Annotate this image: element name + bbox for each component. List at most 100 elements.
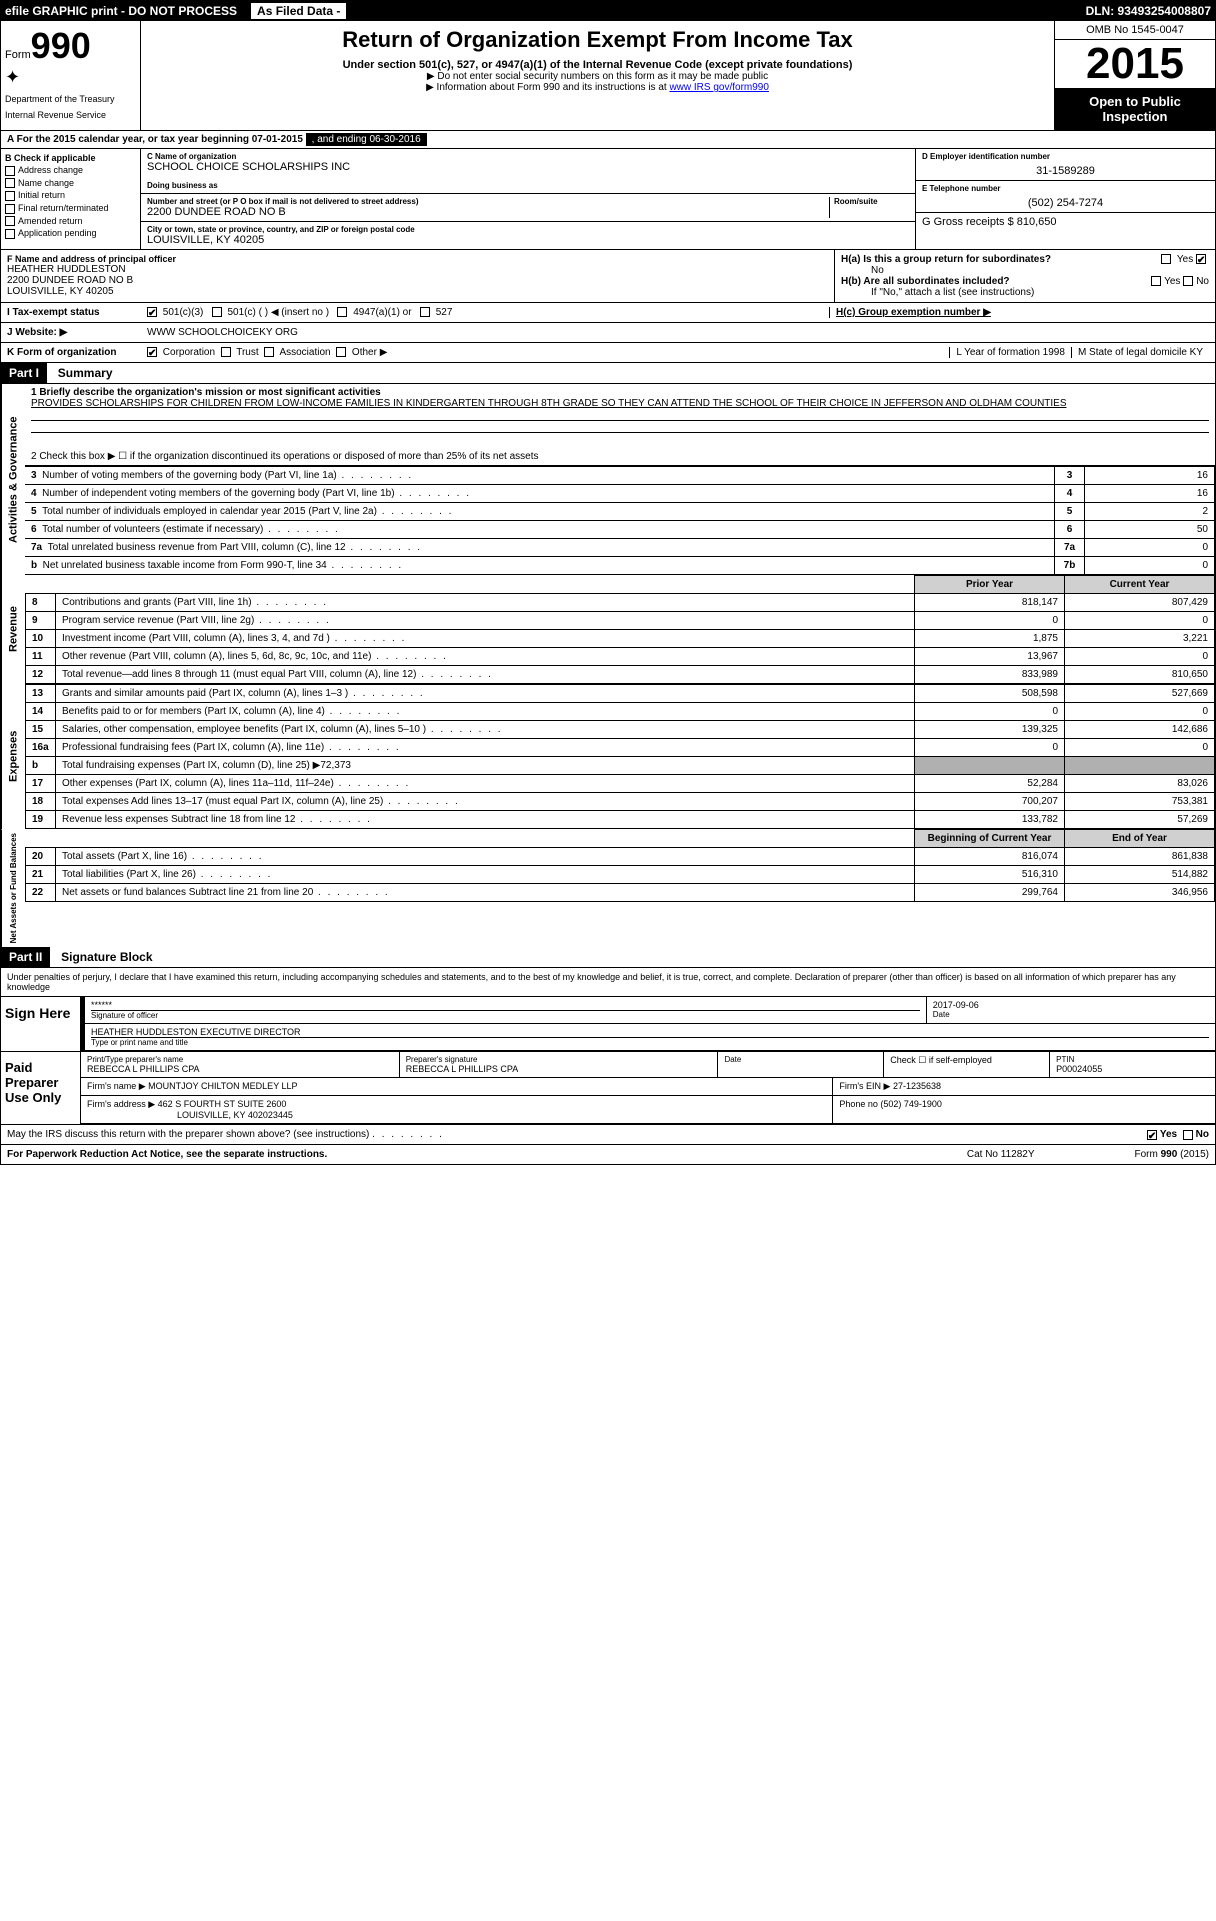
table-row: 14Benefits paid to or for members (Part …: [26, 703, 1215, 721]
table-row: 12Total revenue—add lines 8 through 11 (…: [26, 666, 1215, 684]
prep-name: REBECCA L PHILLIPS CPA: [87, 1064, 393, 1074]
k-label: K Form of organization: [7, 347, 147, 358]
col-right: D Employer identification number 31-1589…: [915, 149, 1215, 249]
col-begin: Beginning of Current Year: [915, 830, 1065, 848]
col-prior: Prior Year: [915, 576, 1065, 594]
revenue-label: Revenue: [1, 575, 25, 684]
firm-ein: 27-1235638: [893, 1081, 941, 1091]
city-value: LOUISVILLE, KY 40205: [147, 234, 909, 246]
dln-label: DLN: 93493254008807: [1086, 4, 1211, 18]
as-filed-box: As Filed Data -: [251, 3, 346, 19]
form-title: Return of Organization Exempt From Incom…: [149, 27, 1046, 53]
j-label: J Website: ▶: [7, 327, 147, 338]
declaration-text: Under penalties of perjury, I declare th…: [1, 968, 1215, 996]
sig-stars: ******: [91, 1000, 920, 1010]
org-name: SCHOOL CHOICE SCHOLARSHIPS INC: [147, 161, 909, 173]
section-f: F Name and address of principal officer …: [1, 250, 835, 302]
org-name-label: C Name of organization: [147, 152, 909, 161]
col-c: C Name of organization SCHOOL CHOICE SCH…: [141, 149, 915, 249]
phone-label: E Telephone number: [922, 184, 1209, 193]
firm-name: MOUNTJOY CHILTON MEDLEY LLP: [148, 1081, 297, 1091]
chk-address[interactable]: Address change: [5, 165, 136, 176]
b-heading: B Check if applicable: [5, 153, 136, 163]
line1: 1 Briefly describe the organization's mi…: [25, 384, 1215, 448]
mission-text: PROVIDES SCHOLARSHIPS FOR CHILDREN FROM …: [31, 398, 1209, 409]
firm-name-label: Firm's name ▶: [87, 1081, 146, 1091]
table-row: 13Grants and similar amounts paid (Part …: [26, 685, 1215, 703]
officer-printed: HEATHER HUDDLESTON EXECUTIVE DIRECTOR: [91, 1027, 1209, 1037]
efile-label: efile GRAPHIC print - DO NOT PROCESS: [5, 4, 237, 18]
i-opts: 501(c)(3) 501(c) ( ) ◀ (insert no ) 4947…: [147, 307, 452, 318]
firm-addr-label: Firm's address ▶: [87, 1099, 155, 1109]
self-employed: Check ☐ if self-employed: [890, 1055, 1043, 1066]
table-row: 10Investment income (Part VIII, column (…: [26, 630, 1215, 648]
header-right: OMB No 1545-0047 2015 Open to Public Ins…: [1055, 21, 1215, 130]
table-row: 3 Number of voting members of the govern…: [25, 467, 1215, 485]
table-row: 9Program service revenue (Part VIII, lin…: [26, 612, 1215, 630]
header-left: Form990 ✦ Department of the Treasury Int…: [1, 21, 141, 130]
table-row: 15Salaries, other compensation, employee…: [26, 721, 1215, 739]
k-opts: Corporation Trust Association Other ▶: [147, 347, 387, 358]
addr-label: Number and street (or P O box if mail is…: [147, 197, 829, 206]
h-b: H(b) Are all subordinates included? Yes …: [841, 276, 1209, 287]
prep-sig-label: Preparer's signature: [406, 1055, 712, 1064]
eagle-icon: ✦: [5, 67, 136, 88]
cal-year-label: A For the 2015 calendar year, or tax yea…: [7, 134, 303, 145]
firm-phone-label: Phone no: [839, 1099, 878, 1109]
note-ssn: ▶ Do not enter social security numbers o…: [149, 71, 1046, 82]
irs-link[interactable]: www IRS gov/form990: [669, 82, 768, 93]
line2: 2 Check this box ▶ ☐ if the organization…: [25, 448, 1215, 466]
part2-title: Signature Block: [53, 950, 152, 964]
ptin: P00024055: [1056, 1064, 1209, 1074]
chk-final[interactable]: Final return/terminated: [5, 203, 136, 214]
table-row: 18Total expenses Add lines 13–17 (must e…: [26, 793, 1215, 811]
form-subtitle: Under section 501(c), 527, or 4947(a)(1)…: [149, 59, 1046, 71]
officer-name: HEATHER HUDDLESTON: [7, 264, 828, 275]
table-row: 21Total liabilities (Part X, line 26)516…: [26, 866, 1215, 884]
expenses-table: 13Grants and similar amounts paid (Part …: [25, 684, 1215, 829]
city-label: City or town, state or province, country…: [147, 225, 909, 234]
note-info: ▶ Information about Form 990 and its ins…: [149, 82, 1046, 93]
m-state: M State of legal domicile KY: [1071, 347, 1209, 358]
room-label: Room/suite: [834, 197, 909, 206]
table-row: 5 Total number of individuals employed i…: [25, 503, 1215, 521]
tax-year: 2015: [1055, 40, 1215, 88]
top-bar: efile GRAPHIC print - DO NOT PROCESS As …: [1, 1, 1215, 21]
part1-header: Part I Summary: [1, 363, 1215, 384]
form-990-page: efile GRAPHIC print - DO NOT PROCESS As …: [0, 0, 1216, 1165]
paid-preparer-label: Paid Preparer Use Only: [1, 1052, 81, 1124]
ptin-label: PTIN: [1056, 1055, 1209, 1064]
table-row: 7a Total unrelated business revenue from…: [25, 539, 1215, 557]
governance-section: Activities & Governance 1 Briefly descri…: [1, 384, 1215, 575]
net-table: Beginning of Current YearEnd of Year 20T…: [25, 829, 1215, 902]
phone-value: (502) 254-7274: [922, 193, 1209, 209]
l-year: L Year of formation 1998: [949, 347, 1071, 358]
addr-value: 2200 DUNDEE ROAD NO B: [147, 206, 829, 218]
h-c: H(c) Group exemption number ▶: [836, 307, 991, 318]
chk-amended[interactable]: Amended return: [5, 216, 136, 227]
ein-value: 31-1589289: [922, 161, 1209, 177]
revenue-section: Revenue Prior YearCurrent Year 8Contribu…: [1, 575, 1215, 684]
part1-title: Summary: [50, 366, 113, 380]
expenses-label: Expenses: [1, 684, 25, 829]
prep-name-label: Print/Type preparer's name: [87, 1055, 393, 1064]
paid-preparer-block: Paid Preparer Use Only Print/Type prepar…: [1, 1051, 1215, 1124]
col-current: Current Year: [1065, 576, 1215, 594]
irs-label: Internal Revenue Service: [5, 110, 136, 120]
h-a: H(a) Is this a group return for subordin…: [841, 254, 1209, 265]
col-end: End of Year: [1065, 830, 1215, 848]
table-row: 11Other revenue (Part VIII, column (A), …: [26, 648, 1215, 666]
governance-label: Activities & Governance: [1, 384, 25, 575]
f-label: F Name and address of principal officer: [7, 254, 828, 264]
header-row: Form990 ✦ Department of the Treasury Int…: [1, 21, 1215, 131]
firm-addr: 462 S FOURTH ST SUITE 2600: [158, 1099, 287, 1109]
ein-label: D Employer identification number: [922, 152, 1209, 161]
sign-here-label: Sign Here: [1, 997, 81, 1051]
footer: For Paperwork Reduction Act Notice, see …: [1, 1144, 1215, 1164]
dba-label: Doing business as: [147, 181, 909, 190]
chk-pending[interactable]: Application pending: [5, 228, 136, 239]
chk-initial[interactable]: Initial return: [5, 190, 136, 201]
net-section: Net Assets or Fund Balances Beginning of…: [1, 829, 1215, 947]
block-bcdefg: B Check if applicable Address change Nam…: [1, 149, 1215, 250]
chk-name[interactable]: Name change: [5, 178, 136, 189]
